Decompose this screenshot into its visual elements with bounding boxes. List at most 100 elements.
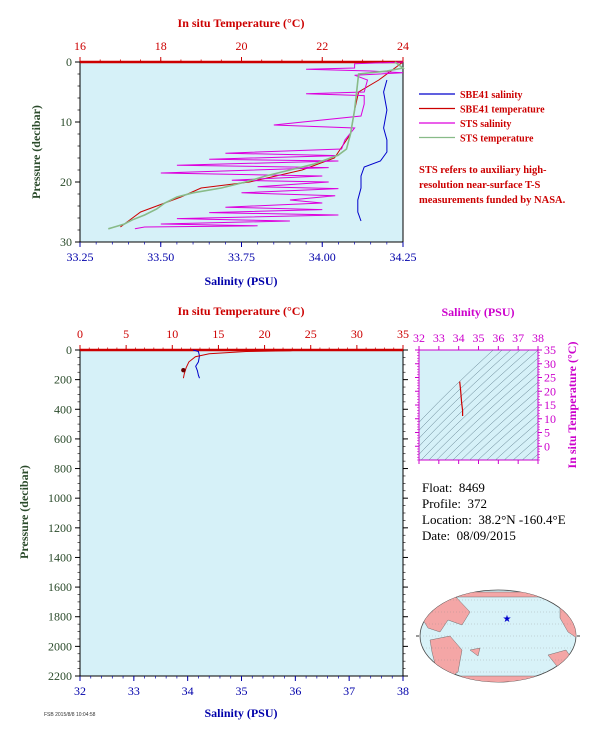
ts-sal-tick-label: 32 xyxy=(413,331,425,345)
ts-series xyxy=(459,381,464,416)
upper-sal-tick-label: 33.75 xyxy=(228,250,255,264)
ts-density-contour xyxy=(530,453,538,460)
ts-density-contour xyxy=(444,373,538,460)
ts-top-axis-label: Salinity (PSU) xyxy=(441,305,514,319)
profile-row: Profile: 372 xyxy=(422,496,488,511)
lower-sal-tick-label: 35 xyxy=(236,684,248,698)
legend: SBE41 salinity SBE41 temperature STS salin… xyxy=(419,90,545,145)
lower-pressure-tick-label: 2200 xyxy=(48,669,72,683)
upper-top-axis-label: In situ Temperature (°C) xyxy=(178,16,305,30)
upper-plot-area xyxy=(79,61,404,243)
legend-label-2: STS salinity xyxy=(460,119,511,130)
world-map: ★ xyxy=(416,589,580,683)
upper-bottom-axis-label: Salinity (PSU) xyxy=(204,274,277,288)
lower-pressure-tick-label: 1200 xyxy=(48,521,72,535)
date-row: Date: 08/09/2015 xyxy=(422,528,516,543)
ts-temp-tick-label: 25 xyxy=(544,371,556,385)
lower-pressure-tick-label: 0 xyxy=(66,343,72,357)
lower-temp-tick-label: 0 xyxy=(77,327,83,341)
ts-density-contours xyxy=(419,350,538,460)
float-id: 8469 xyxy=(458,480,485,495)
generation-stamp: FSB 2015/8/8 10:04:58 xyxy=(44,712,96,718)
lower-temp-tick-label: 5 xyxy=(123,327,129,341)
upper-pressure-tick-label: 0 xyxy=(66,55,72,69)
lower-series xyxy=(181,349,297,379)
float-info: Float: 8469 Profile: 372 Location: 38.2°… xyxy=(422,480,566,544)
location-row: Location: 38.2°N -160.4°E xyxy=(422,512,566,527)
ts-density-contour xyxy=(495,421,538,460)
ts-density-contour xyxy=(477,405,538,460)
legend-label-0: SBE41 salinity xyxy=(460,90,523,101)
lower-temp-tick-label: 30 xyxy=(351,327,363,341)
profile-number: 372 xyxy=(467,496,488,511)
upper-ticks: 16 18 20 22 24 33.25 33.50 33.75 34.00 34.25 0 10 20… xyxy=(60,39,417,264)
upper-series-line-0 xyxy=(357,79,388,222)
lower-pressure-tick-label: 400 xyxy=(54,402,72,416)
lower-sal-tick-label: 36 xyxy=(289,684,301,698)
ts-temp-tick-label: 0 xyxy=(544,439,550,453)
float-location-marker: ★ xyxy=(503,614,512,625)
sts-note: STS refers to auxiliary high-resolution … xyxy=(419,165,566,206)
upper-temp-tick-label: 16 xyxy=(74,39,86,53)
date-value: 08/09/2015 xyxy=(456,528,516,543)
ts-density-contour xyxy=(419,350,494,423)
lower-series-line-1 xyxy=(182,349,297,379)
ts-density-contour xyxy=(436,365,538,460)
upper-temp-tick-label: 20 xyxy=(236,39,248,53)
ts-temp-tick-label: 20 xyxy=(544,384,556,398)
lower-temp-tick-label: 25 xyxy=(305,327,317,341)
ts-temp-tick-label: 30 xyxy=(544,357,556,371)
ts-temp-tick-label: 5 xyxy=(544,426,550,440)
lower-pressure-tick-label: 2000 xyxy=(48,639,72,653)
upper-temp-tick-label: 24 xyxy=(397,39,409,53)
ts-density-contour xyxy=(419,350,503,431)
lower-series-end-marker xyxy=(181,367,186,373)
float-id-row: Float: 8469 xyxy=(422,480,485,495)
ts-temp-tick-label: 10 xyxy=(544,412,556,426)
legend-label-3: STS temperature xyxy=(460,134,534,145)
ts-series-line xyxy=(459,381,464,416)
lower-temp-tick-label: 15 xyxy=(212,327,224,341)
ts-density-contour xyxy=(419,350,530,455)
ts-sal-tick-label: 35 xyxy=(473,331,485,345)
lower-sal-tick-label: 32 xyxy=(74,684,86,698)
lower-pressure-tick-label: 600 xyxy=(54,432,72,446)
lower-pressure-tick-label: 1600 xyxy=(48,580,72,594)
ts-density-contour xyxy=(521,445,538,460)
map-landmass xyxy=(420,591,576,598)
ts-sal-tick-label: 33 xyxy=(433,331,445,345)
upper-series-line-3 xyxy=(108,61,405,230)
lower-y-axis-label: Pressure (decibar) xyxy=(17,465,31,559)
location-value: 38.2°N -160.4°E xyxy=(478,512,566,527)
ts-density-contour xyxy=(469,397,538,460)
upper-pressure-tick-label: 30 xyxy=(60,235,72,249)
upper-sal-tick-label: 33.25 xyxy=(67,250,94,264)
upper-temp-tick-label: 18 xyxy=(155,39,167,53)
lower-temp-tick-label: 35 xyxy=(397,327,409,341)
upper-series xyxy=(108,61,405,230)
ts-density-contour xyxy=(428,357,538,460)
upper-sal-tick-label: 34.25 xyxy=(390,250,417,264)
lower-temp-tick-label: 10 xyxy=(166,327,178,341)
lower-plot-area xyxy=(79,349,404,677)
ts-density-contour xyxy=(452,381,538,460)
lower-pressure-tick-label: 1400 xyxy=(48,550,72,564)
lower-pressure-tick-label: 800 xyxy=(54,462,72,476)
lower-sal-tick-label: 33 xyxy=(128,684,140,698)
ts-sal-tick-label: 36 xyxy=(492,331,504,345)
lower-pressure-tick-label: 1000 xyxy=(48,491,72,505)
ts-sal-tick-label: 37 xyxy=(512,331,524,345)
lower-temp-tick-label: 20 xyxy=(259,327,271,341)
upper-sal-tick-label: 33.50 xyxy=(147,250,174,264)
ts-temp-tick-label: 15 xyxy=(544,398,556,412)
ts-sal-tick-label: 34 xyxy=(453,331,465,345)
upper-pressure-tick-label: 20 xyxy=(60,175,72,189)
ts-density-contour xyxy=(486,413,538,460)
upper-sal-tick-label: 34.00 xyxy=(309,250,336,264)
lower-pressure-tick-label: 1800 xyxy=(48,610,72,624)
upper-chart: 16 18 20 22 24 33.25 33.50 33.75 34.00 34.25 0 10 20… xyxy=(29,16,417,288)
ts-right-axis-label: In situ Temperature (°C) xyxy=(565,342,579,469)
